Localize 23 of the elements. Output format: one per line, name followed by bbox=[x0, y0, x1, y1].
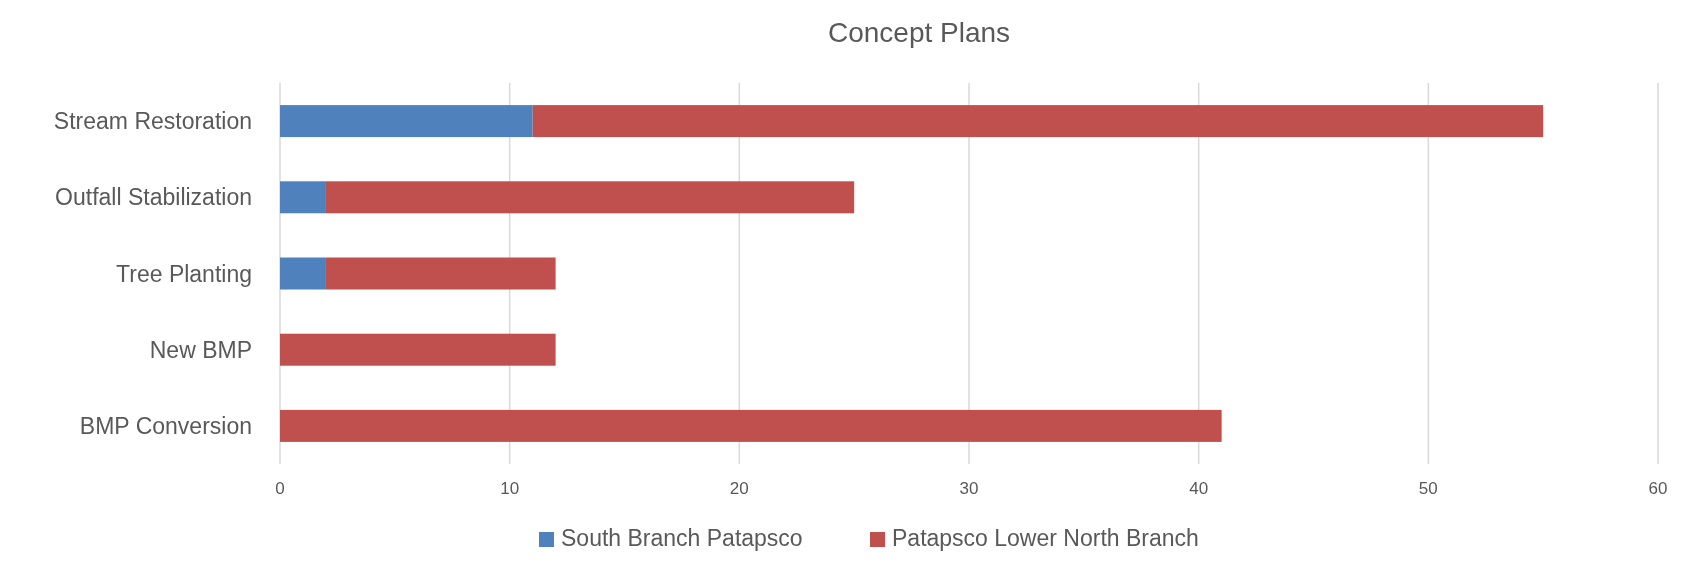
x-tick-label: 60 bbox=[1648, 479, 1668, 498]
chart-title: Concept Plans bbox=[827, 17, 1011, 48]
legend-label: Patapsco Lower North Branch bbox=[892, 525, 1199, 551]
x-tick-label: 0 bbox=[275, 479, 285, 498]
y-tick-label: Stream Restoration bbox=[53, 108, 252, 135]
bar bbox=[325, 181, 855, 214]
x-tick-label: 20 bbox=[729, 479, 749, 498]
bar bbox=[532, 105, 1544, 138]
bar bbox=[280, 257, 326, 290]
x-tick-label: 30 bbox=[959, 479, 979, 498]
x-tick-label: 10 bbox=[500, 479, 520, 498]
y-tick-label: BMP Conversion bbox=[79, 412, 252, 439]
bar bbox=[280, 105, 533, 138]
x-tick-label: 50 bbox=[1418, 479, 1438, 498]
bar bbox=[280, 333, 556, 366]
legend-label: South Branch Patapsco bbox=[561, 525, 803, 551]
bar bbox=[280, 409, 1222, 442]
y-tick-label: Tree Planting bbox=[116, 260, 252, 287]
bar bbox=[325, 257, 556, 290]
bar bbox=[280, 181, 326, 214]
x-tick-label: 40 bbox=[1189, 479, 1209, 498]
y-tick-label: Outfall Stabilization bbox=[55, 184, 252, 211]
y-tick-label: New BMP bbox=[149, 336, 252, 363]
